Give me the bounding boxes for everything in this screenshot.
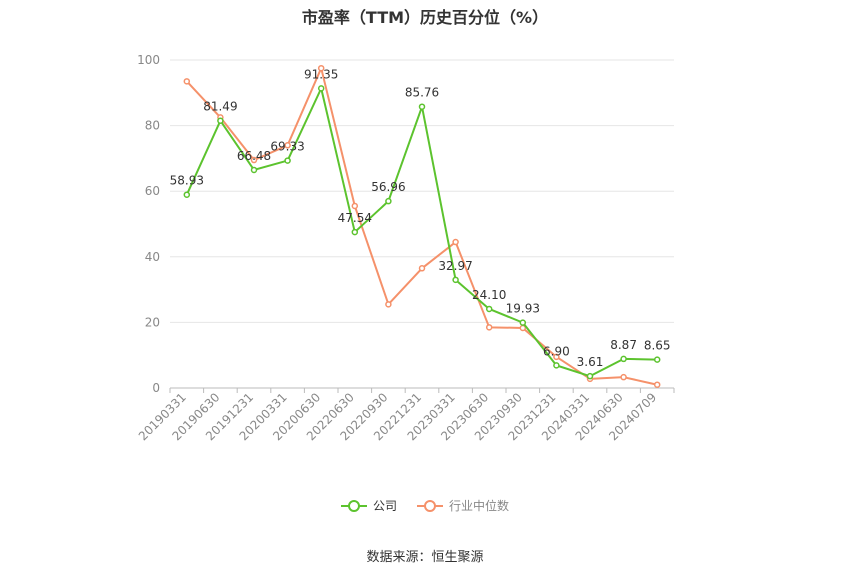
data-label: 56.96 bbox=[371, 180, 405, 194]
data-label: 24.10 bbox=[472, 288, 506, 302]
data-point bbox=[250, 156, 258, 164]
y-tick-label: 100 bbox=[137, 53, 160, 67]
data-label: 69.33 bbox=[270, 140, 304, 154]
data-point bbox=[250, 166, 258, 174]
data-label: 85.76 bbox=[405, 86, 439, 100]
y-tick-label: 60 bbox=[145, 184, 160, 198]
data-label: 47.54 bbox=[338, 211, 372, 225]
grid-lines bbox=[170, 59, 674, 323]
data-label: 8.87 bbox=[610, 338, 637, 352]
y-tick-label: 0 bbox=[152, 381, 160, 395]
data-point bbox=[586, 372, 594, 380]
chart-title: 市盈率（TTM）历史百分位（%） bbox=[301, 8, 549, 27]
data-point bbox=[553, 362, 560, 369]
data-label: 6.90 bbox=[543, 344, 570, 358]
data-point bbox=[385, 301, 392, 308]
data-point bbox=[284, 142, 291, 149]
data-source: 数据来源：恒生聚源 bbox=[366, 550, 484, 565]
data-point bbox=[620, 355, 627, 363]
data-point bbox=[653, 356, 661, 363]
data-point bbox=[317, 85, 325, 92]
data-label: 58.93 bbox=[170, 174, 204, 188]
legend-label: 公司 bbox=[372, 499, 397, 513]
data-point bbox=[653, 381, 661, 388]
data-label: 81.49 bbox=[203, 100, 237, 114]
data-label: 91.35 bbox=[304, 67, 338, 81]
data-label: 8.65 bbox=[644, 339, 671, 353]
data-point bbox=[284, 157, 291, 164]
data-point bbox=[620, 373, 627, 381]
series-line-1 bbox=[186, 67, 658, 386]
data-point bbox=[452, 276, 459, 284]
data-point bbox=[317, 64, 325, 72]
data-point bbox=[553, 353, 560, 361]
legend-marker bbox=[424, 499, 436, 512]
data-point bbox=[351, 228, 359, 236]
data-point bbox=[452, 238, 459, 246]
data-point bbox=[183, 78, 191, 85]
y-tick-label: 80 bbox=[145, 119, 160, 133]
data-point bbox=[351, 202, 359, 210]
data-label: 3.61 bbox=[577, 355, 604, 369]
data-point bbox=[217, 117, 224, 124]
data-point bbox=[519, 319, 527, 326]
legend-marker bbox=[347, 499, 360, 512]
data-point bbox=[485, 324, 493, 331]
series-line-0 bbox=[185, 87, 658, 378]
legend-swatch bbox=[417, 499, 443, 513]
y-tick-label: 40 bbox=[145, 250, 160, 264]
legend-label: 行业中位数 bbox=[449, 499, 510, 513]
series-lines bbox=[183, 64, 661, 388]
data-point bbox=[385, 197, 392, 205]
data-label: 66.48 bbox=[237, 149, 271, 163]
data-point bbox=[183, 191, 191, 198]
data-label: 32.97 bbox=[438, 259, 472, 273]
data-point bbox=[418, 103, 426, 110]
legend: 公司 行业中位数 bbox=[0, 497, 850, 514]
data-label: 19.93 bbox=[506, 302, 540, 316]
legend-swatch bbox=[340, 499, 367, 513]
legend-item-0[interactable]: 公司 bbox=[340, 497, 397, 514]
legend-item-1[interactable]: 行业中位数 bbox=[417, 497, 509, 514]
y-tick-label: 20 bbox=[145, 315, 160, 329]
data-point bbox=[485, 305, 493, 313]
data-point bbox=[418, 265, 426, 272]
